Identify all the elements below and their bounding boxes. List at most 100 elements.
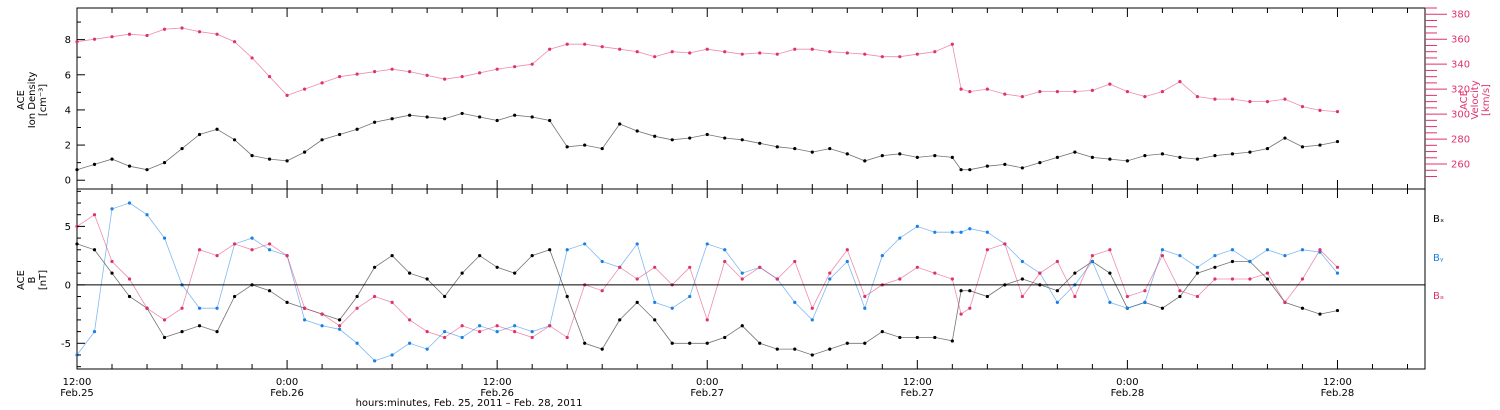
velocity-point — [1125, 90, 1129, 94]
by-point — [793, 300, 797, 304]
bz-point — [162, 318, 167, 322]
by-point — [723, 248, 727, 252]
bz-point — [688, 265, 692, 269]
bz-point — [337, 324, 342, 328]
velocity-point — [1143, 95, 1147, 99]
bx-point — [1055, 289, 1059, 293]
bz-point — [197, 248, 202, 252]
bx-point — [968, 289, 972, 293]
density-point — [1073, 150, 1077, 154]
bz-point — [1248, 277, 1252, 281]
velocity-point — [950, 42, 954, 46]
velocity-point — [1248, 100, 1252, 104]
field-axis-label-line3: [nT] — [38, 270, 49, 290]
by-point — [302, 318, 307, 322]
velocity-point — [460, 75, 464, 79]
density-point — [215, 127, 219, 131]
by-point — [337, 327, 342, 331]
velocity-point — [162, 27, 167, 31]
bz-point — [618, 265, 622, 269]
bz-point — [828, 271, 832, 275]
bz-point — [215, 254, 219, 258]
density-point — [1213, 154, 1217, 158]
bx-point — [933, 335, 937, 340]
field-tick-label: 0 — [65, 280, 71, 291]
by-point — [898, 236, 902, 240]
density-point — [653, 134, 657, 138]
bx-point — [583, 341, 587, 345]
density-point — [635, 129, 639, 133]
by-point — [565, 248, 569, 252]
by-point — [162, 236, 167, 240]
magnetic-field-plot — [75, 201, 1340, 363]
bz-point — [1213, 277, 1217, 281]
bz-point — [250, 248, 254, 252]
bx-point — [425, 277, 429, 281]
bz-point — [915, 265, 919, 269]
bx-point — [1020, 277, 1024, 281]
velocity-point — [408, 70, 412, 74]
velocity-point — [1055, 90, 1059, 94]
bz-point — [495, 324, 499, 328]
field-tick-label: 5 — [65, 222, 71, 233]
bz-point — [810, 306, 814, 310]
bx-point — [1265, 277, 1270, 281]
density-point — [1020, 166, 1024, 170]
bz-point — [933, 271, 937, 275]
velocity-point — [337, 75, 342, 79]
density-point — [1055, 155, 1059, 159]
bx-point — [653, 318, 657, 322]
field-axis-label-line1: ACE — [16, 270, 27, 290]
x-tick-time-label: 0:00 — [696, 377, 718, 388]
by-point — [373, 359, 377, 363]
by-point — [1230, 248, 1235, 252]
bz-point — [740, 277, 744, 281]
velocity-tick-label: 280 — [1451, 135, 1470, 146]
by-point — [478, 324, 482, 328]
velocity-point — [1003, 92, 1007, 96]
bx-point — [548, 248, 552, 252]
density-point — [250, 154, 254, 158]
velocity-axis-label-line1: ACE — [1459, 90, 1470, 110]
bz-point — [565, 335, 569, 340]
velocity-point — [478, 71, 482, 75]
density-point — [232, 138, 237, 142]
by-point — [495, 329, 499, 334]
bottom-panel-frame — [76, 188, 1426, 370]
bz-point — [443, 335, 447, 340]
density-point — [1300, 145, 1305, 149]
density-axis-label-line1: ACE — [16, 90, 27, 110]
bz-point — [1283, 300, 1287, 304]
by-point — [959, 230, 963, 234]
density-point — [75, 168, 79, 172]
bx-point — [1178, 294, 1182, 299]
bx-point — [1073, 271, 1077, 275]
x-tick-date-label: Feb.28 — [1111, 388, 1145, 399]
density-point — [267, 157, 272, 161]
bz-point — [1073, 294, 1077, 299]
by-point — [1248, 259, 1252, 264]
bz-point — [775, 277, 779, 281]
density-point — [1143, 154, 1147, 158]
bx-point — [758, 341, 762, 345]
velocity-point — [180, 26, 184, 30]
by-point — [390, 353, 394, 357]
density-tick-label: 2 — [65, 141, 71, 152]
bz-point — [390, 300, 394, 304]
density-point — [110, 157, 114, 161]
by-point — [127, 201, 132, 205]
density-point — [1265, 146, 1270, 151]
velocity-point — [1300, 105, 1305, 109]
bx-trace — [76, 243, 1338, 356]
velocity-point — [1230, 97, 1235, 101]
by-point — [1020, 259, 1024, 264]
density-velocity-plot — [75, 26, 1340, 172]
velocity-point — [653, 55, 657, 59]
density-tick-label: 8 — [65, 35, 71, 46]
velocity-point — [600, 45, 604, 49]
density-point — [758, 141, 762, 145]
density-point — [1283, 136, 1287, 140]
by-point — [1143, 300, 1147, 304]
density-point — [915, 155, 919, 159]
velocity-point — [355, 72, 359, 76]
